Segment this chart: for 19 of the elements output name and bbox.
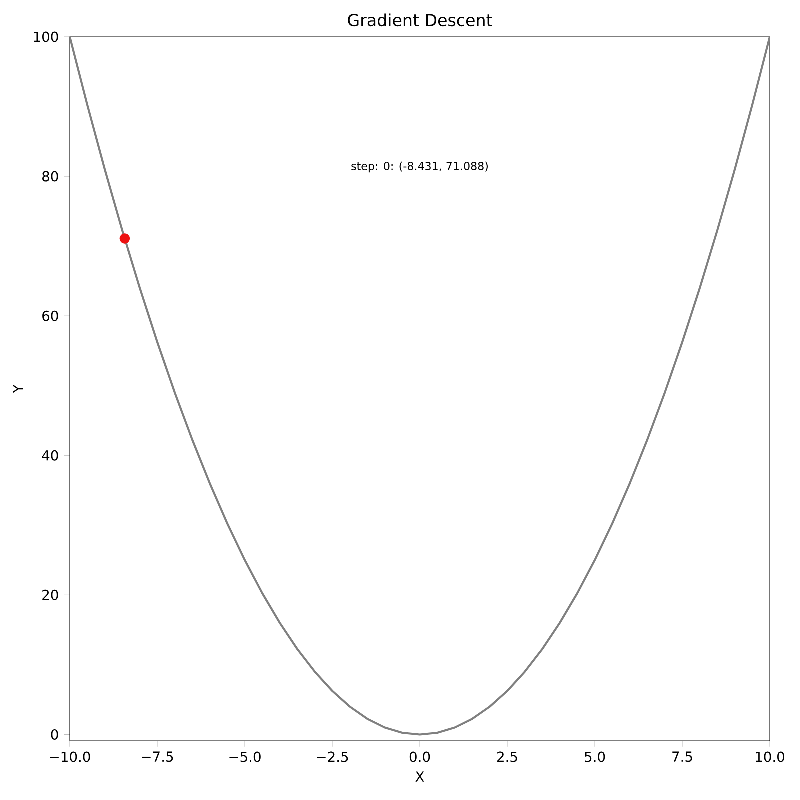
y-axis-title: Y xyxy=(13,384,24,394)
y-tick-label: 80 xyxy=(42,171,58,182)
x-tick-label: 10.0 xyxy=(756,752,785,762)
x-tick-label: 5.0 xyxy=(585,752,606,762)
x-tick-label: −7.5 xyxy=(142,752,174,762)
y-tick-label: 60 xyxy=(42,310,58,322)
y-tick-label: 0 xyxy=(51,729,58,740)
x-tick-label: −2.5 xyxy=(317,752,348,762)
y-tick-label: 20 xyxy=(42,590,58,600)
chart-title: Gradient Descent xyxy=(348,14,492,27)
x-tick-label: 2.5 xyxy=(498,752,518,762)
annotation: step: 0: (-8.431, 71.088) xyxy=(352,162,488,173)
x-axis-title: X xyxy=(416,772,424,782)
x-tick-label: 7.5 xyxy=(672,752,692,762)
x-tick-label: −10.0 xyxy=(50,752,90,762)
y-tick-label: 40 xyxy=(42,450,58,461)
x-tick-label: 0.0 xyxy=(410,752,430,762)
x-tick-label: −5.0 xyxy=(230,752,261,762)
y-tick-label: 100 xyxy=(34,32,58,42)
